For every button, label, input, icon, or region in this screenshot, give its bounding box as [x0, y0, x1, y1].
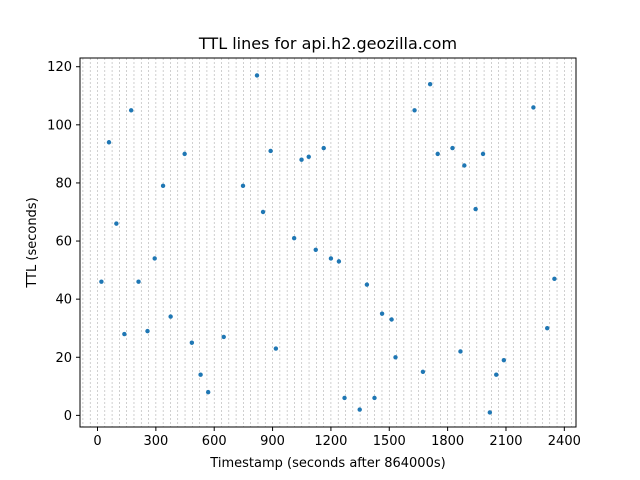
data-point: [106, 140, 112, 145]
x-tick-label: 1500: [373, 434, 406, 449]
data-point: [182, 151, 187, 157]
data-point: [473, 206, 478, 212]
data-point: [450, 145, 455, 151]
data-point: [198, 372, 203, 377]
data-point: [168, 314, 173, 319]
y-tick-label: 120: [47, 60, 72, 75]
y-axis-label: TTL (seconds): [25, 197, 40, 288]
chart-title: TTL lines for api.h2.geozilla.com: [198, 34, 457, 53]
data-point: [480, 151, 486, 157]
data-point: [152, 256, 157, 261]
x-tick-label: 0: [93, 434, 101, 449]
data-point: [552, 276, 557, 282]
x-tick-label: 2100: [489, 434, 522, 449]
data-point: [189, 340, 195, 345]
data-point: [291, 235, 297, 241]
x-tick-label: 900: [260, 434, 285, 449]
y-tick-label: 80: [55, 176, 72, 191]
x-tick-label: 1200: [314, 434, 347, 449]
data-point: [336, 259, 342, 264]
data-point: [501, 357, 507, 363]
data-point: [342, 395, 347, 401]
y-tick-label: 40: [55, 293, 72, 308]
data-point: [462, 163, 467, 168]
plot-frame: [79, 57, 577, 428]
data-point: [321, 145, 326, 151]
data-point: [427, 81, 433, 87]
data-point: [128, 108, 134, 113]
data-point: [487, 410, 493, 415]
y-tick-label: 100: [47, 118, 72, 133]
data-point: [240, 183, 246, 189]
x-axis-ticks: 0 300 600 900 1200 1500 1800 2100 2400: [93, 427, 581, 449]
data-point: [531, 105, 536, 110]
data-point: [145, 328, 150, 334]
data-point: [420, 369, 426, 374]
data-point: [273, 346, 279, 351]
x-tick-label: 300: [143, 434, 168, 449]
data-point: [389, 317, 394, 322]
y-tick-label: 0: [64, 409, 72, 424]
data-point: [357, 407, 362, 412]
data-point: [299, 157, 304, 162]
data-point: [545, 326, 550, 331]
data-point: [379, 311, 385, 316]
data-point: [393, 355, 398, 360]
data-point: [122, 331, 127, 337]
x-tick-label: 600: [202, 434, 227, 449]
data-point: [372, 395, 377, 401]
data-point: [328, 256, 334, 261]
y-tick-label: 20: [55, 351, 72, 366]
data-point: [114, 221, 119, 226]
data-point: [306, 154, 311, 159]
data-point: [160, 183, 166, 189]
data-point: [136, 279, 141, 284]
data-point: [205, 389, 211, 395]
data-point: [268, 148, 273, 154]
data-point: [494, 372, 499, 377]
data-point: [254, 73, 260, 78]
data-point: [260, 209, 266, 215]
data-point: [458, 349, 463, 354]
data-point: [364, 282, 370, 287]
data-point: [221, 334, 226, 340]
data-point: [412, 108, 417, 113]
grid-lines: [82, 58, 572, 427]
x-axis-label: Timestamp (seconds after 864000s): [209, 456, 445, 471]
x-tick-label: 1800: [431, 434, 464, 449]
y-axis-ticks: 0 20 40 60 80 100 120: [47, 60, 80, 424]
x-tick-label: 2400: [548, 434, 581, 449]
data-point: [99, 279, 104, 284]
data-point: [435, 151, 440, 157]
data-points: [99, 73, 557, 415]
data-point: [313, 247, 318, 252]
y-tick-label: 60: [55, 235, 72, 250]
